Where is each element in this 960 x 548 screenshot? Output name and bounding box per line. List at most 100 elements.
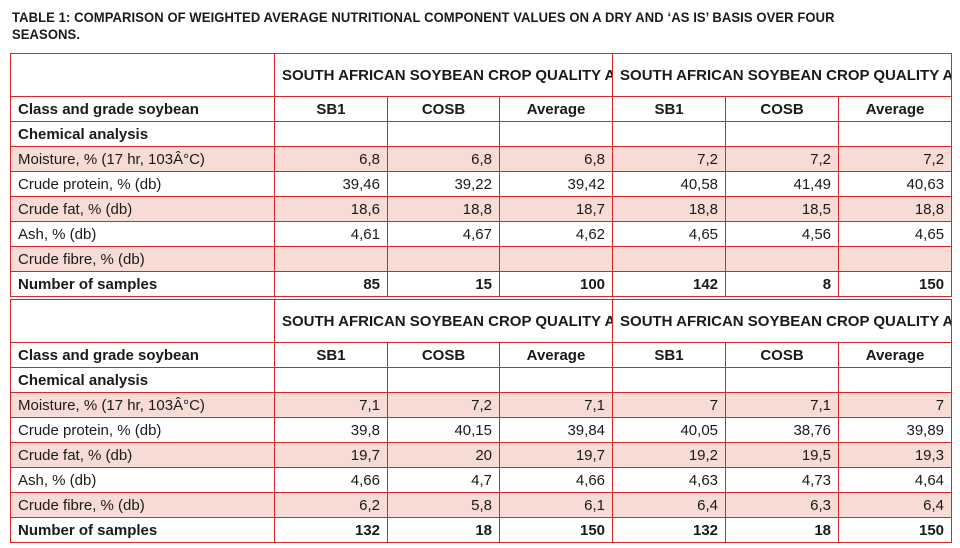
value-cell — [387, 246, 500, 272]
row-label: Number of samples — [10, 271, 275, 297]
value-cell: 40,05 — [612, 417, 727, 443]
table-row: Ash, % (db) 4,66 4,7 4,66 4,63 4,73 4,64 — [10, 467, 953, 493]
value-cell: 4,73 — [725, 467, 840, 493]
season-header-row: SOUTH AFRICAN SOYBEAN CROP QUALITY AVERA… — [10, 53, 953, 97]
value-cell: 4,61 — [274, 221, 388, 247]
value-cell: 41,49 — [725, 171, 840, 197]
row-label: Crude fat, % (db) — [10, 196, 275, 222]
table-row: Crude fat, % (db) 18,6 18,8 18,7 18,8 18,5 18,… — [10, 196, 953, 222]
row-header-label: Class and grade soybean — [10, 96, 275, 122]
column-header-row: Class and grade soybean SB1 COSB Average SB1… — [10, 96, 953, 122]
value-cell — [498, 121, 614, 147]
value-cell: 150 — [838, 517, 953, 543]
value-cell: 100 — [498, 271, 614, 297]
value-cell: 6,8 — [387, 146, 500, 172]
value-cell — [612, 121, 727, 147]
value-cell: 7,2 — [838, 146, 953, 172]
value-cell: 39,22 — [387, 171, 500, 197]
value-cell: 85 — [274, 271, 388, 297]
table-row: Number of samples 85 15 100 142 8 150 — [10, 271, 953, 297]
column-header: COSB — [387, 342, 500, 368]
column-header: COSB — [725, 96, 840, 122]
value-cell: 7,1 — [274, 392, 388, 418]
empty-corner-cell — [10, 53, 275, 97]
value-cell: 4,66 — [498, 467, 614, 493]
value-cell: 40,58 — [612, 171, 727, 197]
value-cell: 150 — [498, 517, 614, 543]
value-cell: 18,8 — [612, 196, 727, 222]
value-cell — [838, 367, 953, 393]
table-row: Crude fat, % (db) 19,7 20 19,7 19,2 19,5 19,3 — [10, 442, 953, 468]
value-cell: 39,84 — [498, 417, 614, 443]
value-cell: 4,67 — [387, 221, 500, 247]
value-cell — [725, 246, 840, 272]
column-header: Average — [498, 96, 614, 122]
empty-corner-cell — [10, 299, 275, 343]
value-cell: 132 — [612, 517, 727, 543]
value-cell — [498, 367, 614, 393]
value-cell: 40,15 — [387, 417, 500, 443]
column-header: COSB — [725, 342, 840, 368]
season-header: SOUTH AFRICAN SOYBEAN CROP QUALITY AVERA… — [273, 53, 614, 97]
season-header-row: SOUTH AFRICAN SOYBEAN CROP QUALITY AVERA… — [10, 299, 953, 343]
value-cell: 7 — [838, 392, 953, 418]
season-header: SOUTH AFRICAN SOYBEAN CROP QUALITY AVERA… — [612, 53, 953, 97]
row-label: Crude protein, % (db) — [10, 171, 275, 197]
column-header: Average — [838, 342, 953, 368]
row-label: Number of samples — [10, 517, 275, 543]
value-cell: 7,1 — [498, 392, 614, 418]
season-header: SOUTH AFRICAN SOYBEAN CROP QUALITY AVERA… — [612, 299, 953, 343]
value-cell: 4,66 — [274, 467, 388, 493]
season-header: SOUTH AFRICAN SOYBEAN CROP QUALITY AVERA… — [273, 299, 614, 343]
value-cell: 8 — [725, 271, 840, 297]
value-cell: 5,8 — [387, 492, 500, 518]
value-cell: 39,89 — [838, 417, 953, 443]
value-cell: 6,1 — [498, 492, 614, 518]
value-cell: 39,46 — [274, 171, 388, 197]
row-label: Ash, % (db) — [10, 221, 275, 247]
row-label: Ash, % (db) — [10, 467, 275, 493]
value-cell: 18,5 — [725, 196, 840, 222]
value-cell — [612, 246, 727, 272]
value-cell: 18,8 — [387, 196, 500, 222]
table-title: TABLE 1: COMPARISON OF WEIGHTED AVERAGE … — [12, 9, 835, 42]
value-cell: 18,8 — [838, 196, 953, 222]
value-cell: 19,5 — [725, 442, 840, 468]
value-cell — [498, 246, 614, 272]
value-cell: 19,2 — [612, 442, 727, 468]
table-row: Chemical analysis — [10, 367, 953, 393]
value-cell: 19,7 — [498, 442, 614, 468]
value-cell: 6,2 — [274, 492, 388, 518]
row-label: Chemical analysis — [10, 367, 275, 393]
column-header: Average — [838, 96, 953, 122]
value-cell: 4,7 — [387, 467, 500, 493]
value-cell — [274, 246, 388, 272]
table-row: Crude fibre, % (db) — [10, 246, 953, 272]
value-cell: 19,3 — [838, 442, 953, 468]
table-row: Chemical analysis — [10, 121, 953, 147]
row-label: Crude protein, % (db) — [10, 417, 275, 443]
value-cell — [838, 246, 953, 272]
value-cell: 15 — [387, 271, 500, 297]
value-cell: 4,62 — [498, 221, 614, 247]
value-cell — [612, 367, 727, 393]
value-cell: 7 — [612, 392, 727, 418]
value-cell — [274, 121, 388, 147]
value-cell — [725, 121, 840, 147]
column-header-row: Class and grade soybean SB1 COSB Average SB1… — [10, 342, 953, 368]
table-row: Moisture, % (17 hr, 103Â°C) 6,8 6,8 6,8 7,2 7… — [10, 146, 953, 172]
value-cell: 19,7 — [274, 442, 388, 468]
row-header-label: Class and grade soybean — [10, 342, 275, 368]
value-cell — [387, 121, 500, 147]
value-cell: 39,42 — [498, 171, 614, 197]
value-cell: 18 — [725, 517, 840, 543]
value-cell: 20 — [387, 442, 500, 468]
value-cell: 4,56 — [725, 221, 840, 247]
value-cell: 6,8 — [498, 146, 614, 172]
value-cell — [387, 367, 500, 393]
value-cell: 6,3 — [725, 492, 840, 518]
row-label: Chemical analysis — [10, 121, 275, 147]
column-header: SB1 — [274, 342, 388, 368]
value-cell: 4,64 — [838, 467, 953, 493]
value-cell: 7,1 — [725, 392, 840, 418]
